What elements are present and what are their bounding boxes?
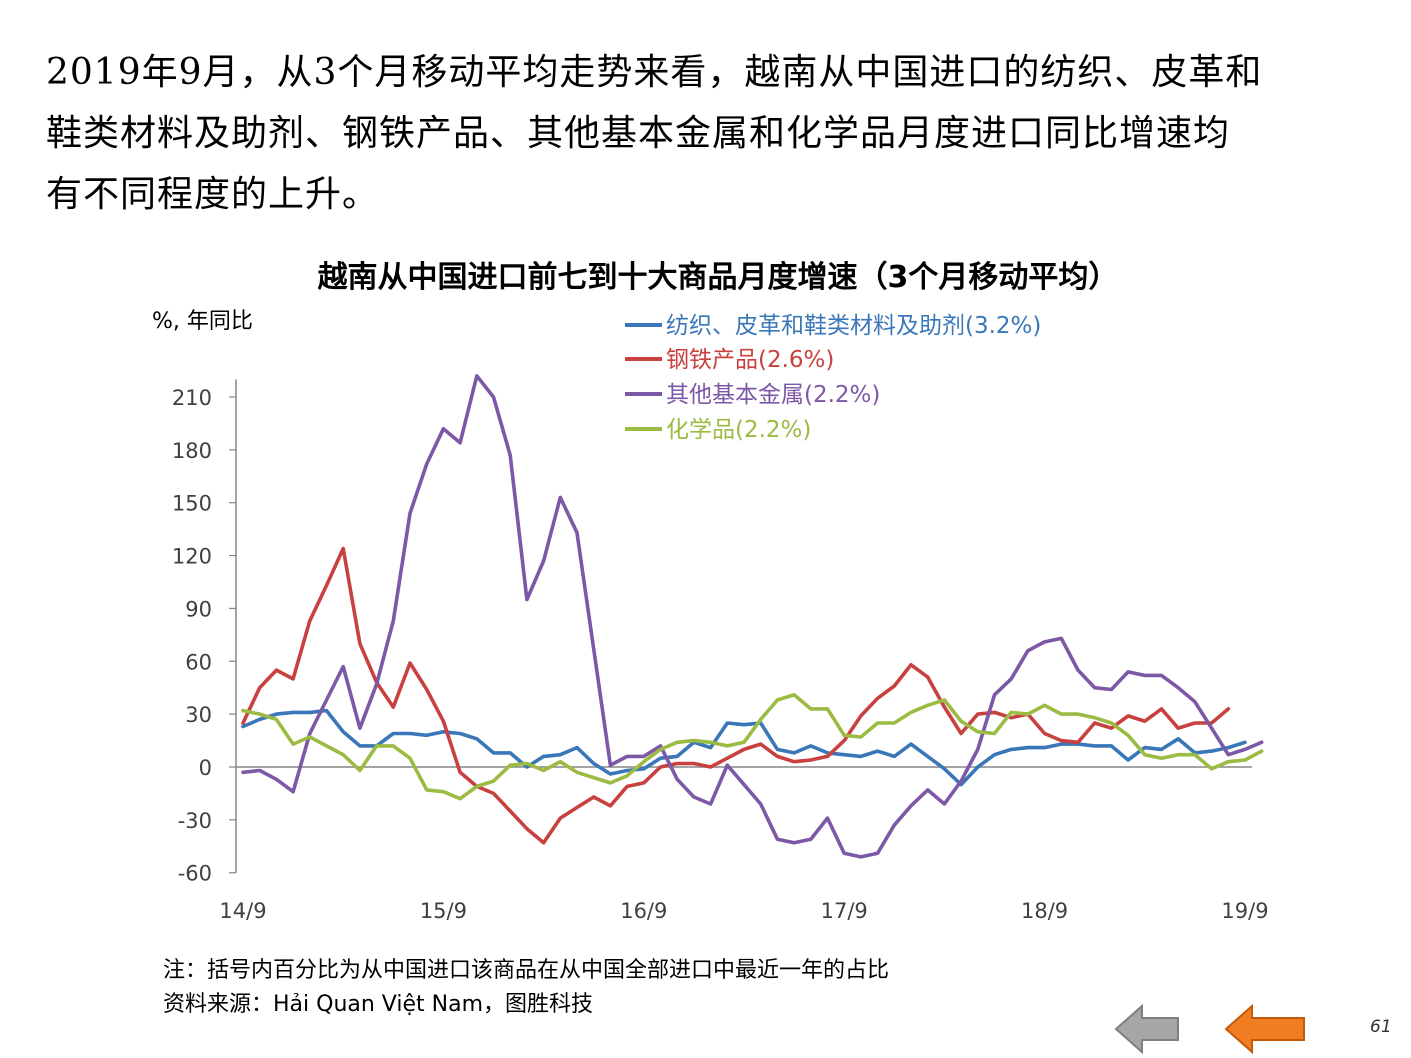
y-tick-label: 150 — [172, 492, 212, 516]
x-tick-label: 15/9 — [420, 899, 467, 923]
series-line-3 — [241, 374, 1264, 859]
x-tick-label: 14/9 — [219, 899, 266, 923]
page-number: 61 — [1370, 1017, 1392, 1037]
legend-label: 钢铁产品(2.6%) — [666, 347, 834, 373]
headline-line-3: 有不同程度的上升。 — [46, 174, 380, 215]
y-tick-label: -60 — [178, 862, 212, 886]
y-tick-label: 0 — [199, 756, 212, 780]
y-tick-label: 30 — [185, 703, 212, 727]
y-tick-label: 90 — [185, 597, 212, 621]
forward-arrow-icon[interactable] — [1222, 1003, 1308, 1055]
y-tick-label: 60 — [185, 650, 212, 674]
y-tick-label: 210 — [172, 386, 212, 410]
headline-line-1: 2019年9月，从3个月移动平均走势来看，越南从中国进口的纺织、皮革和 — [46, 52, 1263, 93]
source-note: 资料来源：Hải Quan Việt Nam，图胜科技 — [163, 992, 594, 1017]
y-axis-label: %, 年同比 — [152, 309, 253, 334]
x-tick-label: 17/9 — [821, 899, 868, 923]
x-tick-label: 18/9 — [1021, 899, 1068, 923]
legend-label: 化学品(2.2%) — [666, 417, 811, 443]
y-tick-label: 180 — [172, 439, 212, 463]
series-line-4 — [241, 692, 1264, 801]
legend-label: 其他基本金属(2.2%) — [666, 382, 880, 408]
legend-label: 纺织、皮革和鞋类材料及助剂(3.2%) — [666, 313, 1041, 339]
x-tick-label: 19/9 — [1221, 899, 1268, 923]
x-tick-label: 16/9 — [620, 899, 667, 923]
headline-line-2: 鞋类材料及助剂、钢铁产品、其他基本金属和化学品月度进口同比增速均 — [46, 113, 1231, 154]
headline-text: 2019年9月，从3个月移动平均走势来看，越南从中国进口的纺织、皮革和 鞋类材料… — [46, 42, 1376, 225]
chart-title: 越南从中国进口前七到十大商品月度增速（3个月移动平均） — [318, 260, 1119, 295]
y-tick-label: 120 — [172, 545, 212, 569]
footnote: 注：括号内百分比为从中国进口该商品在从中国全部进口中最近一年的占比 — [163, 958, 890, 983]
y-tick-label: -30 — [178, 809, 212, 833]
series-line-2 — [241, 546, 1231, 845]
back-arrow-icon[interactable] — [1112, 1003, 1182, 1055]
